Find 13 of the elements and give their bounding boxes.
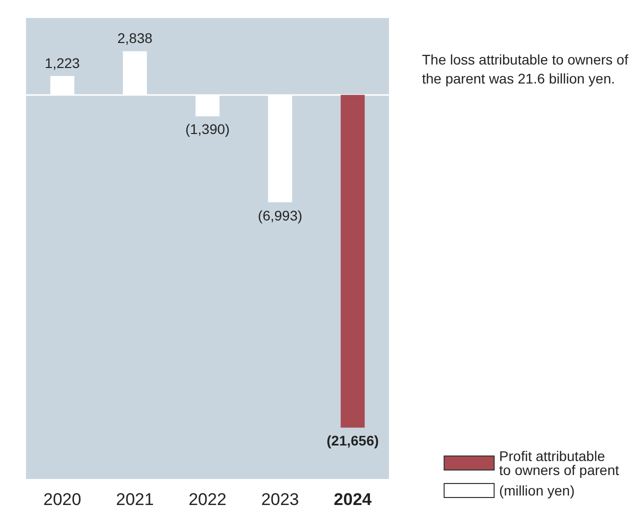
legend-label: Profit attributable to owners of parent <box>499 448 620 478</box>
data-label: 1,223 <box>44 55 80 72</box>
data-label: (21,656) <box>326 432 379 449</box>
x-tick-label: 2021 <box>116 490 154 509</box>
x-tick-label: 2024 <box>334 490 372 509</box>
x-tick-label: 2020 <box>43 490 82 509</box>
data-label: 2,838 <box>117 30 153 46</box>
legend-label: (million yen) <box>499 482 575 498</box>
data-label: (6,993) <box>258 207 302 224</box>
x-tick-label: 2022 <box>188 490 226 509</box>
data-label: (1,390) <box>185 121 230 138</box>
x-tick-label: 2023 <box>261 490 300 509</box>
text: The loss attributable to owners of the parent was 21.6 billion yen. <box>422 52 632 86</box>
